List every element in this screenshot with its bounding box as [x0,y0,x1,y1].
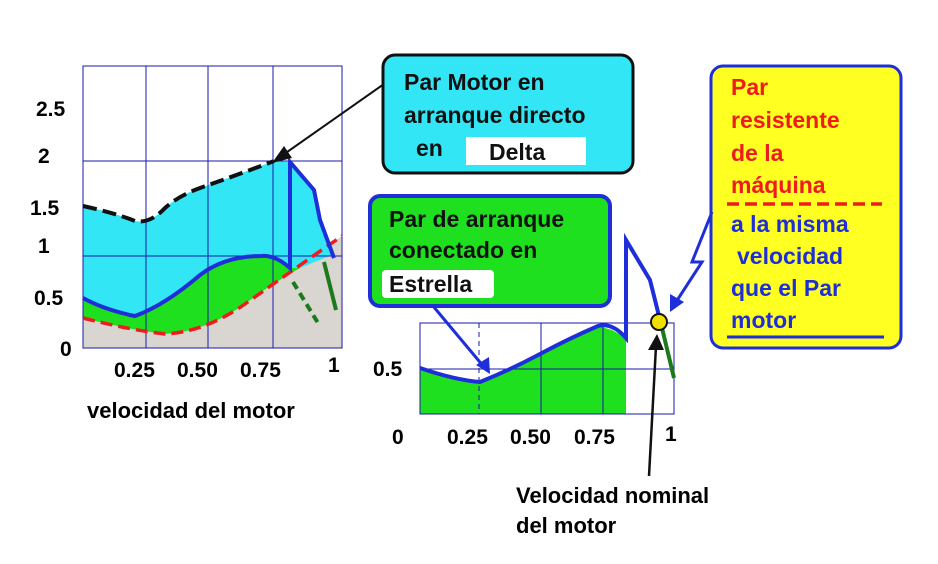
left-load-green-dashed [291,280,320,325]
callout-estrella-line1: Par de arranque [389,206,564,232]
left-y-tick: 2 [38,145,50,168]
left-delta-tail [290,162,332,268]
left-load-green-solid [322,261,338,311]
callout-resistente-red3: de la [731,140,784,166]
right-estrella-region [420,326,626,414]
callout-delta-line3: en [416,135,443,161]
left-chart: 2.5 2 1.5 1 0.5 0 0.25 0.50 0.75 1 veloc… [30,65,343,423]
callout-estrella-pointer [431,305,486,368]
left-estrella-curve [82,156,336,319]
callout-resistente-blue4: motor [731,307,796,333]
right-x-tick: 0.75 [574,426,615,449]
callout-resistente-red4: máquina [731,172,826,198]
callout-nominal-arrowhead [648,334,664,350]
left-delta-region [83,161,290,316]
left-estrella-region [83,255,300,334]
right-x-tick: 0.25 [447,426,488,449]
left-x-label: velocidad del motor [87,398,295,423]
left-y-tick: 1 [38,235,50,258]
callout-delta-tag-box [466,137,586,165]
callout-delta: Par Motor en arranque directo en Delta [272,53,635,175]
callout-delta-line1: Par Motor en [404,69,545,95]
callout-delta-line2: arranque directo [404,102,586,128]
callout-delta-tag: Delta [489,139,545,165]
callout-delta-pointer [279,83,385,158]
right-x-tick: 1 [665,423,677,446]
callout-estrella-tag: Estrella [389,271,472,297]
callout-resistente-blue1: a la misma [731,211,849,237]
right-load-green [660,327,676,379]
left-x-tick: 0.50 [177,359,218,382]
left-x-tick: 1 [328,354,340,377]
right-y-tick: 0.5 [373,358,403,381]
right-x-tick: 0.50 [510,426,551,449]
callout-estrella-tag-box [382,270,494,298]
callout-estrella-arrowhead [476,357,490,374]
left-y-tick: 2.5 [36,98,66,121]
left-x-tick: 0.75 [240,359,281,382]
callout-nominal: Velocidad nominal del motor [516,334,709,538]
right-chart: 0.5 0 0.25 0.50 0.75 1 [373,232,677,449]
callout-resistente-pointer [674,211,714,303]
left-y-tick: 0.5 [34,287,64,310]
callout-nominal-pointer [647,345,658,477]
left-y-tick: 0 [60,338,72,361]
callout-nominal-line2: del motor [516,513,617,538]
callout-resistente-red1: Par [731,74,768,100]
right-estrella-curve [419,232,662,385]
callout-delta-arrowhead [272,146,292,163]
callout-resistente-blue3: que el Par [731,275,841,301]
left-load-curve [82,234,343,336]
left-y-tick: 1.5 [30,197,60,220]
callout-estrella-line2: conectado en [389,237,537,263]
callout-nominal-line1: Velocidad nominal [516,483,709,508]
callout-resistente-arrowhead [670,294,684,312]
right-y-tick: 0 [392,426,404,449]
nominal-speed-point [650,313,668,331]
left-grey-region [83,236,342,348]
callout-resistente: Par resistente de la máquina a la misma … [670,64,903,350]
callout-estrella: Par de arranque conectado en Estrella [368,194,612,374]
left-delta-curve [82,159,275,224]
left-x-tick: 0.25 [114,359,155,382]
callout-resistente-red2: resistente [731,107,840,133]
callout-resistente-blue2: velocidad [737,243,843,269]
